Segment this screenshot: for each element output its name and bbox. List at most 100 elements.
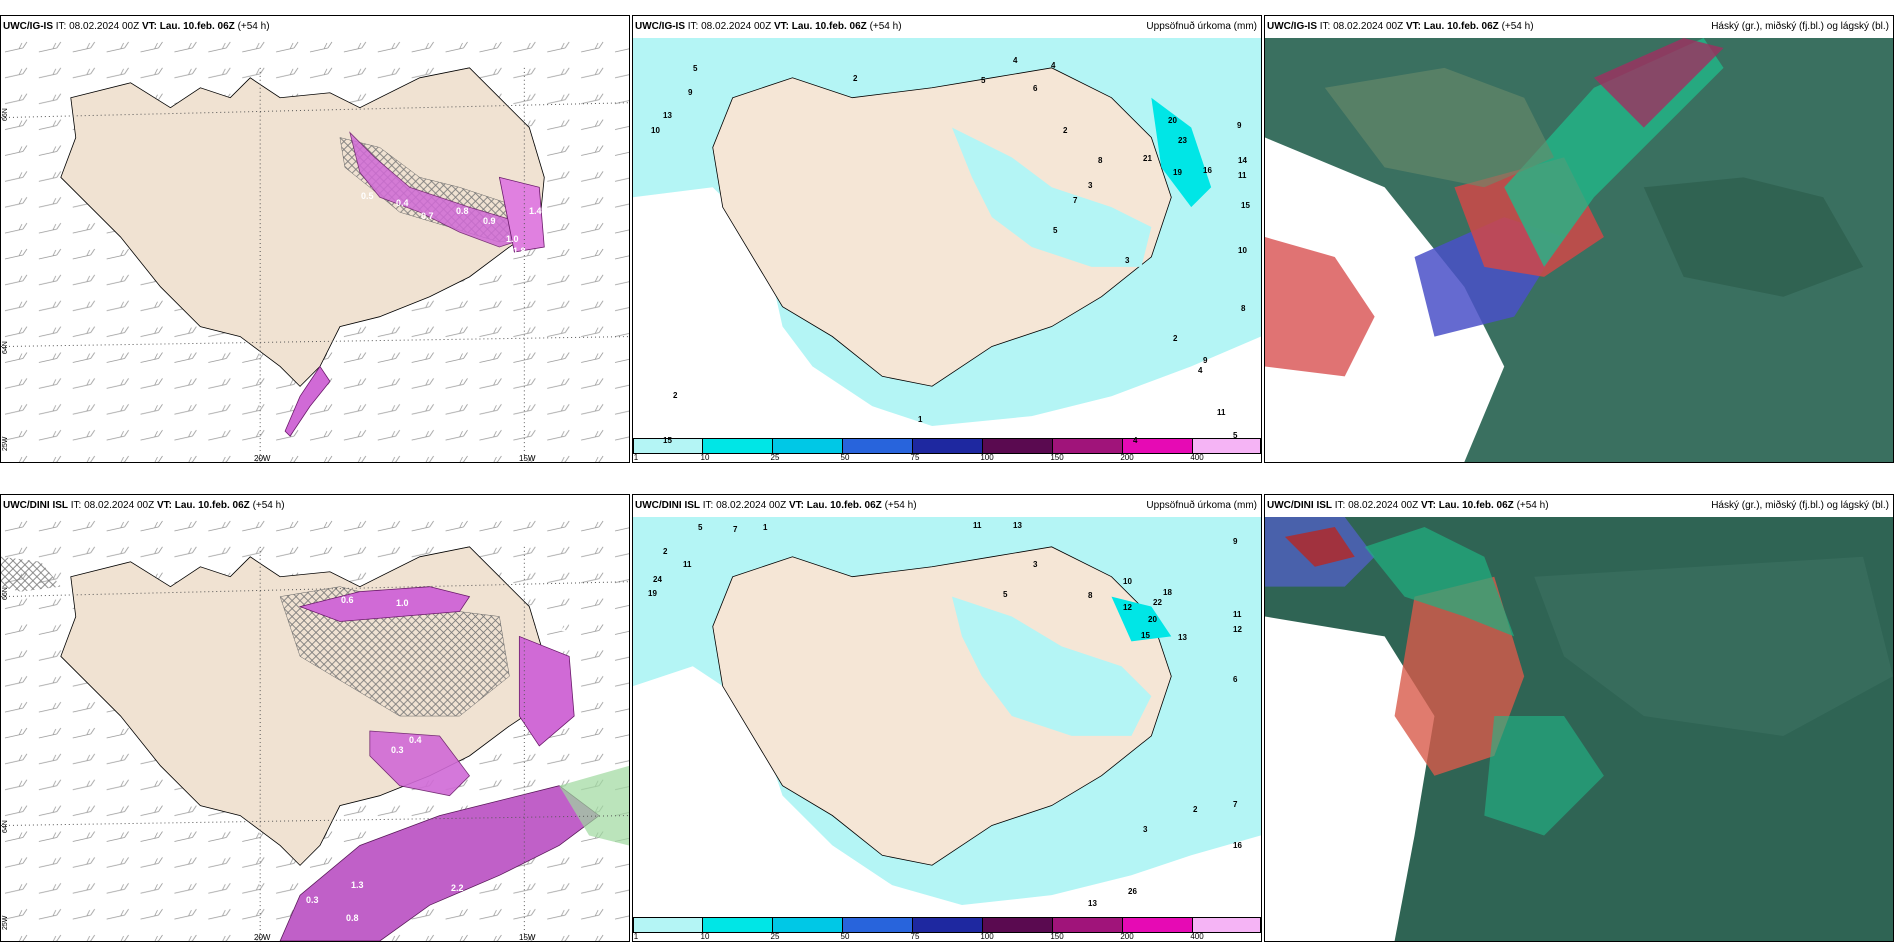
precip-value: 16 [1203,166,1212,175]
colorbar-label: 10 [700,453,710,462]
precip-value: 4 [1051,61,1056,70]
colorbar-bin [703,917,773,933]
map-precip [633,517,1261,917]
snow-label: 0.7 [421,211,434,221]
precip-colorbar: 1 10 25 50 75 100 150 200 400 [633,438,1261,462]
precip-value: 3 [1088,181,1093,190]
colorbar-bin [773,917,843,933]
precip-value: 5 [698,523,703,532]
precip-value: 10 [1238,246,1247,255]
precip-value: 19 [648,589,657,598]
precip-value: 19 [1173,168,1182,177]
precip-value: 12 [1233,625,1242,634]
precip-value: 10 [1123,577,1132,586]
precip-value: 2 [1063,126,1068,135]
precip-value: 7 [733,525,738,534]
precip-value: 9 [1233,537,1238,546]
precip-value: 11 [1217,408,1226,417]
colorbar-label: 25 [770,453,780,462]
snow-label: 0.9 [483,216,496,226]
panel-title: Háský (gr.), miðský (fj.bl.) og lágský (… [1711,500,1889,511]
precip-value: 8 [1098,156,1103,165]
precip-value: 10 [651,126,660,135]
precip-value: 23 [1178,136,1187,145]
precip-value: 3 [1033,560,1038,569]
precip-value: 9 [1237,121,1242,130]
colorbar-bin [703,438,773,454]
colorbar-label: 75 [910,932,920,941]
colorbar-label: 400 [1190,453,1204,462]
snow-label: 2.2 [451,883,464,893]
colorbar-bin [633,917,703,933]
precip-value: 8 [1241,304,1246,313]
colorbar-label: 200 [1120,453,1134,462]
precip-value: 26 [1128,887,1137,896]
colorbar-bin [1053,917,1123,933]
precip-value: 4 [1198,366,1203,375]
snow-label: 1.3 [351,880,364,890]
precip-value: 5 [1233,431,1238,440]
panel-header: UWC/DINI ISL IT: 08.02.2024 00Z VT: Lau.… [1265,495,1893,517]
snow-label: 1.0 [396,598,409,608]
colorbar-label: 50 [840,453,850,462]
panel-header: UWC/IG-IS IT: 08.02.2024 00Z VT: Lau. 10… [1265,16,1893,38]
colorbar-bin [773,438,843,454]
precip-value: 2 [853,74,858,83]
snow-label: 0.4 [396,198,409,208]
map-clouds [1265,38,1893,462]
lon-label-20w: 20W [254,933,271,942]
precip-colorbar: 1 10 25 50 75 100 150 200 400 [633,917,1261,941]
colorbar-label: 50 [840,932,850,941]
lon-label-15w: 15W [519,933,536,942]
precip-value: 15 [1141,631,1150,640]
colorbar-label: 400 [1190,932,1204,941]
snow-label: 0.6 [301,446,314,456]
colorbar-bin [983,917,1053,933]
colorbar-label: 1 [633,453,639,462]
precip-value: 21 [1143,154,1152,163]
precip-value: 2 [1193,805,1198,814]
precip-value: 6 [1233,675,1238,684]
colorbar-label: 75 [910,453,920,462]
colorbar-bin [1123,438,1193,454]
colorbar-label: 1 [633,932,639,941]
precip-value: 12 [1123,603,1132,612]
panel-title: Háský (gr.), miðský (fj.bl.) og lágský (… [1711,21,1889,32]
precip-value: 5 [1003,590,1008,599]
map-snow-wind [1,517,629,941]
colorbar-label: 150 [1050,453,1064,462]
colorbar-bin [843,917,913,933]
snow-label: 4.5 [446,899,459,909]
panel-title: Uppsöfnuð úrkoma (mm) [1146,21,1257,32]
precip-value: 13 [1178,633,1187,642]
precip-value: 2 [1173,334,1178,343]
snow-label: 1.4 [529,206,542,216]
precip-value: 11 [973,521,982,530]
snow-label: 2.7 [561,623,574,633]
colorbar-label: 100 [980,932,994,941]
colorbar-bin [1123,917,1193,933]
precip-value: 20 [1148,615,1157,624]
lon-label-25w: 25W [2,436,9,451]
snow-label: 1.0 [506,234,519,244]
precip-value: 15 [1241,201,1250,210]
precip-value: 24 [653,575,662,584]
lat-label-66n: 66N [2,587,9,600]
snow-label: 0.8 [346,913,359,923]
snow-label: 0.3 [306,895,319,905]
snow-label: 0.5 [361,191,374,201]
panel-bottom-right: UWC/DINI ISL IT: 08.02.2024 00Z VT: Lau.… [1264,494,1894,942]
precip-value: 8 [1088,591,1093,600]
precip-value: 4 [1013,56,1018,65]
precip-value: 3 [1125,256,1130,265]
panel-top-right: UWC/IG-IS IT: 08.02.2024 00Z VT: Lau. 10… [1264,15,1894,463]
precip-value: 13 [663,111,672,120]
colorbar-bin [913,917,983,933]
panel-header: UWC/IG-IS IT: 08.02.2024 00Z VT: Lau. 10… [633,16,1261,38]
panel-header: UWC/DINI ISL IT: 08.02.2024 00Z VT: Lau.… [1,495,629,517]
snow-label: 0.3 [391,745,404,755]
precip-value: 2 [663,547,668,556]
precip-value: 20 [1168,116,1177,125]
colorbar-bin [633,438,703,454]
precip-value: 11 [1238,171,1247,180]
